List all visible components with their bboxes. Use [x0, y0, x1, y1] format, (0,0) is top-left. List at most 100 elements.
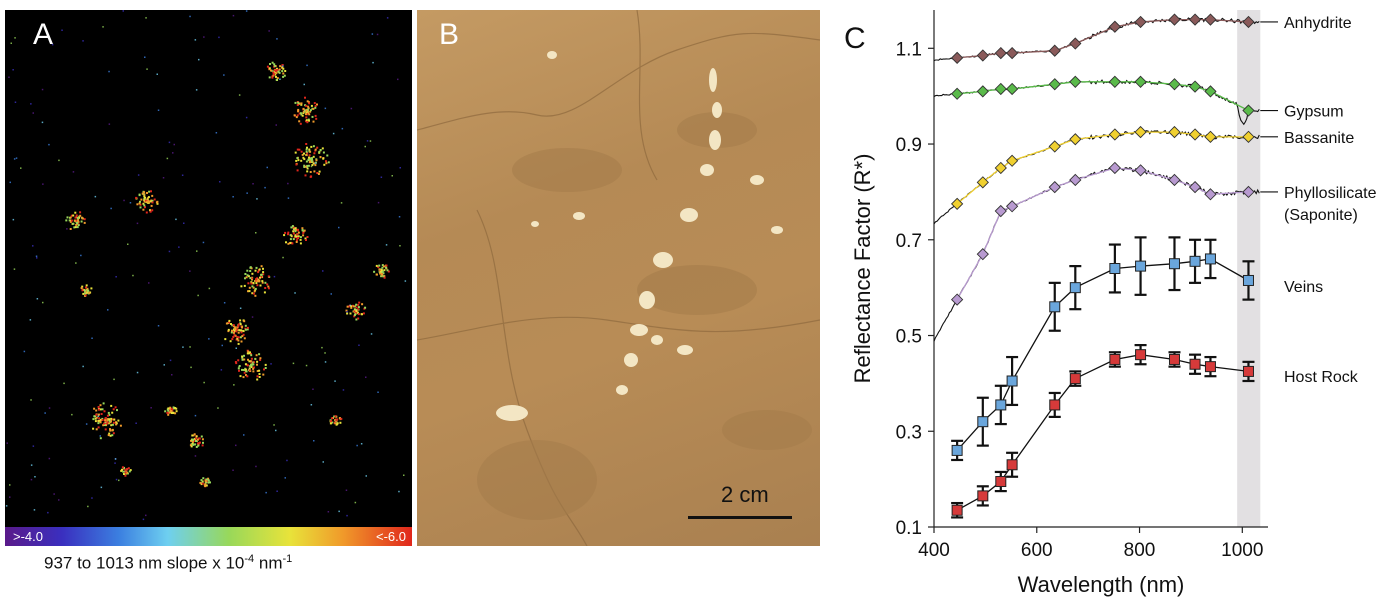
slope-pixel: [137, 174, 140, 176]
slope-pixel: [273, 65, 276, 68]
slope-pixel: [255, 279, 258, 282]
slope-pixel: [197, 294, 199, 297]
slope-pixel: [146, 198, 149, 201]
slope-pixel: [252, 370, 255, 373]
slope-pixel: [127, 467, 130, 470]
slope-pixel: [150, 204, 153, 207]
slope-pixel: [111, 411, 114, 414]
slope-pixel: [386, 269, 389, 272]
slope-pixel: [235, 347, 237, 349]
slope-pixel: [355, 318, 358, 321]
colorbar-caption: 937 to 1013 nm slope x 10-4 nm-1: [44, 553, 292, 574]
slope-pixel: [142, 518, 145, 521]
slope-pixel: [101, 417, 104, 420]
data-point: [1188, 13, 1202, 26]
slope-pixel: [322, 157, 325, 160]
slope-pixel: [256, 375, 259, 378]
slope-pixel: [100, 413, 103, 415]
slope-pixel: [219, 181, 221, 183]
slope-pixel: [308, 156, 310, 159]
slope-pixel: [144, 196, 146, 199]
slope-pixel: [41, 121, 44, 124]
slope-pixel: [13, 268, 16, 270]
slope-pixel: [146, 197, 149, 200]
slope-pixel: [234, 361, 237, 363]
slope-pixel: [195, 446, 198, 448]
data-point: [994, 46, 1007, 60]
slope-pixel: [275, 72, 278, 75]
slope-pixel: [88, 292, 91, 294]
slope-pixel: [358, 301, 361, 304]
slope-pixel: [151, 194, 154, 197]
slope-pixel: [239, 323, 242, 326]
slope-pixel: [364, 145, 366, 148]
slope-pixel: [203, 36, 205, 38]
data-point: [1069, 173, 1082, 187]
slope-pixel: [193, 439, 195, 442]
slope-pixel: [241, 335, 244, 338]
scale-bar: [688, 516, 792, 519]
slope-pixel: [167, 407, 170, 410]
slope-pixel: [276, 77, 279, 80]
slope-pixel: [376, 33, 379, 36]
slope-pixel: [247, 275, 250, 278]
series-3: Phyllosilicate (Saponite): [933, 161, 1377, 342]
slope-pixel: [263, 291, 266, 294]
slope-pixel: [172, 406, 175, 409]
slope-pixel: [294, 230, 297, 233]
slope-pixel: [380, 275, 383, 278]
slope-pixel: [181, 174, 184, 176]
slope-pixel: [69, 228, 72, 230]
slope-pixel: [33, 509, 36, 511]
slope-pixel: [355, 306, 358, 309]
slope-pixel: [230, 331, 233, 334]
slope-pixel: [240, 329, 243, 332]
slope-pixel: [250, 281, 253, 284]
slope-pixel: [93, 407, 96, 410]
slope-pixel: [77, 219, 79, 222]
slope-pixel: [109, 421, 112, 424]
slope-pixel: [314, 162, 317, 164]
slope-pixel: [255, 266, 258, 269]
slope-pixel: [113, 378, 115, 381]
slope-pixel: [346, 312, 349, 315]
slope-pixel: [305, 165, 308, 168]
slope-pixel: [201, 444, 204, 447]
slope-pixel: [82, 40, 84, 42]
slope-pixel: [273, 63, 276, 66]
slope-pixel: [296, 157, 299, 159]
slope-pixel: [254, 287, 257, 290]
slope-pixel: [259, 359, 262, 361]
slope-pixel: [317, 173, 320, 175]
slope-pixel: [191, 440, 194, 443]
slope-pixel: [298, 112, 301, 115]
slope-pixel: [245, 116, 248, 119]
slope-pixel: [104, 428, 107, 431]
slope-pixel: [258, 373, 261, 375]
slope-pixel: [232, 330, 235, 333]
slope-pixel: [305, 148, 308, 151]
slope-pixel: [287, 197, 290, 199]
slope-pixel: [172, 152, 174, 154]
slope-pixel: [268, 76, 271, 79]
data-point: [1189, 358, 1201, 370]
slope-pixel: [111, 423, 114, 426]
slope-pixel: [349, 312, 352, 315]
slope-pixel: [287, 242, 290, 245]
slope-pixel: [94, 420, 97, 423]
slope-pixel: [267, 287, 270, 290]
slope-pixel: [35, 255, 38, 257]
slope-pixel: [309, 110, 312, 113]
slope-pixel: [229, 340, 232, 343]
slope-pixel: [314, 114, 317, 117]
slope-pixel: [94, 415, 96, 418]
slope-pixel: [244, 368, 247, 371]
data-point: [1242, 104, 1255, 117]
slope-pixel: [207, 479, 210, 482]
slope-pixel: [42, 301, 44, 304]
slope-pixel: [334, 380, 336, 382]
data-point: [976, 248, 989, 261]
slope-pixel: [386, 17, 389, 19]
data-point: [1006, 459, 1018, 471]
slope-pixel: [146, 68, 148, 70]
